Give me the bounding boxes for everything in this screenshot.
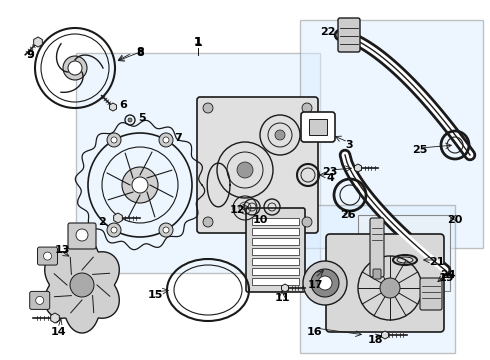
- Polygon shape: [382, 331, 389, 339]
- FancyBboxPatch shape: [68, 223, 96, 249]
- FancyBboxPatch shape: [246, 208, 305, 292]
- FancyBboxPatch shape: [300, 205, 455, 353]
- Circle shape: [159, 133, 173, 147]
- Circle shape: [380, 278, 400, 298]
- Text: 8: 8: [136, 48, 144, 58]
- Circle shape: [132, 177, 148, 193]
- FancyBboxPatch shape: [252, 248, 299, 255]
- Circle shape: [70, 273, 94, 297]
- Circle shape: [203, 217, 213, 227]
- Text: 9: 9: [26, 50, 34, 60]
- Circle shape: [203, 103, 213, 113]
- FancyBboxPatch shape: [252, 258, 299, 265]
- Text: 15: 15: [147, 290, 163, 300]
- Text: 12: 12: [229, 205, 245, 215]
- Circle shape: [122, 167, 158, 203]
- Circle shape: [68, 61, 82, 75]
- Text: 22: 22: [320, 27, 336, 37]
- Text: 10: 10: [252, 215, 268, 225]
- Circle shape: [128, 118, 132, 122]
- Circle shape: [275, 130, 285, 140]
- Circle shape: [111, 137, 117, 143]
- FancyBboxPatch shape: [373, 269, 381, 279]
- FancyBboxPatch shape: [252, 238, 299, 245]
- Text: 14: 14: [50, 327, 66, 337]
- Circle shape: [36, 296, 44, 305]
- Circle shape: [107, 133, 121, 147]
- Text: 25: 25: [412, 145, 428, 155]
- Polygon shape: [110, 103, 117, 111]
- Circle shape: [107, 223, 121, 237]
- Text: 18: 18: [367, 335, 383, 345]
- Text: 3: 3: [345, 140, 353, 150]
- Polygon shape: [114, 213, 122, 223]
- FancyBboxPatch shape: [252, 228, 299, 235]
- Text: 8: 8: [136, 47, 144, 57]
- FancyBboxPatch shape: [76, 53, 320, 273]
- FancyBboxPatch shape: [300, 20, 483, 248]
- FancyBboxPatch shape: [309, 119, 327, 135]
- FancyBboxPatch shape: [38, 247, 57, 265]
- Polygon shape: [282, 284, 289, 292]
- FancyBboxPatch shape: [338, 18, 360, 52]
- FancyBboxPatch shape: [358, 215, 450, 291]
- Circle shape: [311, 269, 339, 297]
- Text: 16: 16: [307, 327, 323, 337]
- Circle shape: [159, 223, 173, 237]
- Text: 4: 4: [326, 173, 334, 183]
- Circle shape: [302, 217, 312, 227]
- Text: 20: 20: [447, 215, 463, 225]
- Circle shape: [76, 229, 88, 241]
- Text: 5: 5: [138, 113, 146, 123]
- Polygon shape: [34, 37, 42, 47]
- Text: 11: 11: [274, 293, 290, 303]
- Text: 6: 6: [119, 100, 127, 110]
- Text: 2: 2: [98, 217, 106, 227]
- Circle shape: [163, 137, 169, 143]
- Polygon shape: [355, 164, 362, 172]
- Circle shape: [163, 227, 169, 233]
- FancyBboxPatch shape: [30, 291, 49, 309]
- Polygon shape: [45, 237, 119, 333]
- Text: 9: 9: [26, 50, 34, 60]
- Circle shape: [63, 56, 87, 80]
- Polygon shape: [50, 313, 59, 323]
- FancyBboxPatch shape: [252, 268, 299, 275]
- Text: 1: 1: [194, 37, 202, 47]
- Text: 26: 26: [340, 210, 356, 220]
- Circle shape: [44, 252, 51, 260]
- FancyBboxPatch shape: [370, 218, 384, 277]
- Text: 19: 19: [438, 273, 454, 283]
- FancyBboxPatch shape: [252, 278, 299, 285]
- FancyBboxPatch shape: [301, 112, 335, 142]
- Text: 1: 1: [194, 36, 202, 49]
- Text: 23: 23: [322, 167, 338, 177]
- Text: 7: 7: [174, 133, 182, 143]
- Circle shape: [303, 261, 347, 305]
- FancyBboxPatch shape: [326, 234, 444, 332]
- Text: 17: 17: [307, 280, 323, 290]
- Circle shape: [302, 103, 312, 113]
- Circle shape: [111, 227, 117, 233]
- Circle shape: [318, 276, 332, 290]
- FancyBboxPatch shape: [197, 97, 318, 233]
- FancyBboxPatch shape: [252, 218, 299, 225]
- Text: 21: 21: [429, 257, 445, 267]
- FancyBboxPatch shape: [420, 278, 442, 310]
- Text: 24: 24: [440, 270, 456, 280]
- Text: 13: 13: [54, 245, 70, 255]
- Circle shape: [237, 162, 253, 178]
